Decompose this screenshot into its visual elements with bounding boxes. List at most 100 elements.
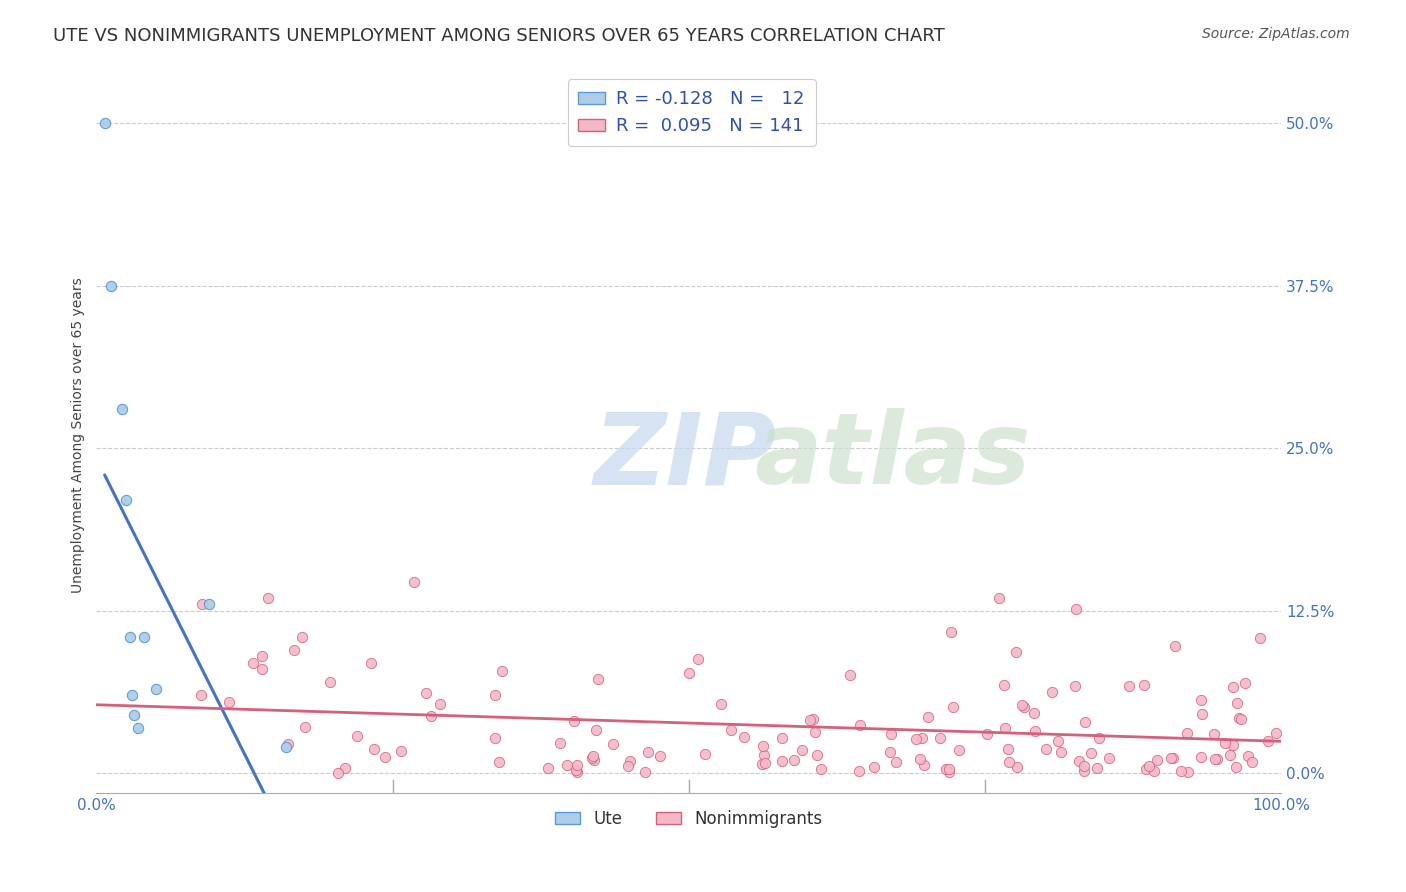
Point (801, 712, 824, 726)
Y-axis label: Unemployment Among Seniors over 65 years: Unemployment Among Seniors over 65 years (72, 277, 86, 593)
Text: UTE VS NONIMMIGRANTS UNEMPLOYMENT AMONG SENIORS OVER 65 YEARS CORRELATION CHART: UTE VS NONIMMIGRANTS UNEMPLOYMENT AMONG … (53, 27, 945, 45)
Point (1189, 693, 1212, 707)
Point (839, 668, 862, 682)
Point (1137, 759, 1160, 773)
Point (1080, 746, 1102, 760)
Point (998, 756, 1021, 770)
Point (1189, 750, 1212, 764)
Point (617, 759, 640, 773)
Point (1236, 748, 1258, 763)
Point (1222, 738, 1244, 752)
Point (1163, 639, 1185, 653)
Point (1143, 764, 1166, 778)
Point (111, 402, 134, 417)
Point (252, 662, 274, 676)
Point (1118, 679, 1140, 693)
Point (1133, 678, 1156, 692)
Point (121, 688, 143, 702)
Point (1069, 755, 1091, 769)
Point (402, 574, 425, 589)
Point (484, 731, 506, 746)
Point (1257, 734, 1279, 748)
Point (993, 678, 1015, 692)
Point (733, 730, 755, 744)
Point (294, 720, 316, 734)
Point (912, 758, 935, 772)
Point (100, 278, 122, 293)
Point (1088, 731, 1111, 745)
Point (565, 764, 588, 778)
Point (583, 754, 606, 768)
Point (1146, 753, 1168, 767)
Point (917, 710, 939, 724)
Point (806, 747, 828, 762)
Point (633, 765, 655, 780)
Point (118, 630, 141, 644)
Point (252, 649, 274, 664)
Point (581, 751, 603, 765)
Text: Source: ZipAtlas.com: Source: ZipAtlas.com (1202, 27, 1350, 41)
Point (1046, 734, 1069, 748)
Point (145, 681, 167, 696)
Point (1073, 714, 1095, 729)
Point (567, 764, 589, 779)
Point (695, 747, 717, 762)
Point (783, 753, 806, 767)
Point (908, 752, 931, 766)
Point (1177, 764, 1199, 779)
Point (374, 750, 396, 764)
Point (1135, 762, 1157, 776)
Point (619, 754, 641, 768)
Legend: Ute, Nonimmigrants: Ute, Nonimmigrants (548, 803, 830, 834)
Point (904, 732, 927, 747)
Point (415, 686, 437, 700)
Point (938, 764, 960, 779)
Point (1024, 724, 1046, 739)
Point (419, 708, 441, 723)
Point (1098, 750, 1121, 764)
Point (582, 749, 605, 764)
Text: ZIP: ZIP (595, 408, 778, 505)
Point (602, 738, 624, 752)
Point (939, 624, 962, 639)
Point (1219, 747, 1241, 762)
Point (935, 763, 957, 777)
Point (678, 666, 700, 681)
Point (942, 699, 965, 714)
Point (1073, 764, 1095, 778)
Point (910, 731, 932, 745)
Point (987, 591, 1010, 606)
Point (277, 737, 299, 751)
Point (291, 630, 314, 644)
Point (333, 760, 356, 774)
Point (751, 757, 773, 772)
Point (1206, 751, 1229, 765)
Text: atlas: atlas (754, 408, 1031, 505)
Point (997, 742, 1019, 756)
Point (752, 748, 775, 763)
Point (1160, 750, 1182, 764)
Point (484, 688, 506, 702)
Point (548, 736, 571, 750)
Point (93, 116, 115, 130)
Point (1170, 764, 1192, 778)
Point (1249, 632, 1271, 646)
Point (710, 698, 733, 712)
Point (1063, 679, 1085, 693)
Point (948, 743, 970, 757)
Point (810, 762, 832, 776)
Point (565, 757, 588, 772)
Point (880, 726, 903, 740)
Point (929, 731, 952, 745)
Point (770, 754, 793, 768)
Point (804, 725, 827, 739)
Point (1035, 742, 1057, 756)
Point (976, 727, 998, 741)
Point (274, 740, 297, 755)
Point (588, 672, 610, 686)
Point (849, 717, 872, 731)
Point (1073, 759, 1095, 773)
Point (1011, 698, 1033, 712)
Point (127, 721, 149, 735)
Point (1022, 706, 1045, 720)
